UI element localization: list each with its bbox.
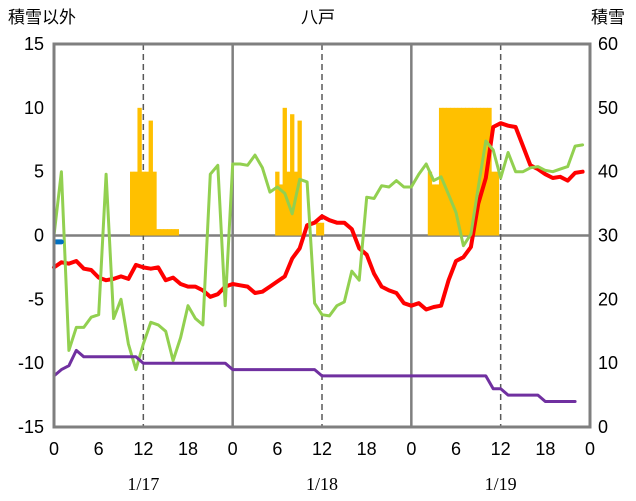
snow-bar — [148, 120, 153, 236]
hour-tick-label: 0 — [406, 439, 416, 459]
date-label: 1/18 — [306, 474, 338, 494]
snow-bar — [438, 107, 444, 236]
snow-bar — [491, 171, 496, 236]
hour-tick-label: 12 — [133, 439, 153, 459]
hour-tick-label: 18 — [178, 439, 198, 459]
snow-bar — [167, 229, 172, 236]
snow-bar — [163, 229, 168, 236]
snow-bar — [141, 171, 146, 236]
snow-bar — [450, 107, 455, 236]
right-axis-title: 積雪 — [591, 8, 625, 28]
hour-tick-label: 0 — [585, 439, 595, 459]
series-line-3 — [52, 348, 577, 403]
snow-bar — [468, 107, 474, 236]
right-tick-label: 10 — [598, 353, 618, 373]
hour-tick-label: 12 — [491, 439, 511, 459]
left-tick-label: -10 — [18, 353, 44, 373]
snow-bar — [453, 107, 459, 236]
hour-tick-label: 12 — [312, 439, 332, 459]
hour-tick-label: 0 — [49, 439, 59, 459]
snow-bar — [282, 107, 287, 236]
snow-bar — [152, 171, 157, 236]
right-tick-label: 60 — [598, 34, 618, 54]
snow-bar — [159, 229, 165, 236]
snow-bar — [290, 114, 295, 236]
snow-bar — [278, 184, 284, 236]
hour-tick-label: 6 — [94, 439, 104, 459]
snow-depth-bars — [130, 107, 500, 236]
snow-bar — [130, 171, 135, 236]
snow-bar — [461, 107, 466, 236]
snow-bar — [319, 222, 325, 236]
hour-tick-label: 0 — [228, 439, 238, 459]
snow-bar — [316, 222, 321, 236]
date-label: 1/17 — [127, 474, 159, 494]
snow-bar — [133, 171, 139, 236]
snow-bar — [174, 229, 179, 236]
hour-tick-label: 6 — [272, 439, 282, 459]
right-tick-label: 40 — [598, 162, 618, 182]
hour-tick-label: 6 — [451, 439, 461, 459]
plot-frame — [52, 42, 592, 429]
left-tick-label: -15 — [18, 417, 44, 437]
snow-bar — [446, 107, 451, 236]
series-line-1 — [52, 121, 585, 312]
snow-bar — [472, 107, 477, 236]
snow-bar — [442, 107, 447, 236]
snow-bar — [156, 229, 161, 236]
left-axis-title: 積雪以外 — [8, 8, 76, 28]
left-tick-label: 15 — [24, 34, 44, 54]
snow-bar — [431, 184, 436, 236]
right-tick-label: 50 — [598, 98, 618, 118]
date-label: 1/19 — [485, 474, 517, 494]
hour-tick-label: 18 — [535, 439, 555, 459]
snow-bar — [275, 171, 280, 236]
snow-bar — [457, 107, 462, 236]
snow-bar — [170, 229, 176, 236]
left-tick-label: -5 — [28, 289, 44, 309]
line-series — [52, 121, 585, 403]
left-tick-label: 0 — [34, 226, 44, 246]
snow-bar — [465, 107, 470, 236]
right-tick-label: 0 — [598, 417, 608, 437]
right-tick-label: 20 — [598, 289, 618, 309]
series-line-2 — [52, 139, 585, 372]
snow-bar — [487, 107, 492, 236]
snow-bar — [427, 171, 433, 236]
chart-title: 八戸 — [301, 8, 335, 28]
right-tick-label: 30 — [598, 226, 618, 246]
snow-bar — [137, 107, 142, 236]
hour-tick-label: 18 — [357, 439, 377, 459]
snow-bar — [476, 107, 481, 236]
left-tick-label: 10 — [24, 98, 44, 118]
snow-bar — [494, 171, 500, 236]
snow-bar — [144, 171, 150, 236]
snow-bar — [435, 184, 440, 236]
left-tick-label: 5 — [34, 162, 44, 182]
